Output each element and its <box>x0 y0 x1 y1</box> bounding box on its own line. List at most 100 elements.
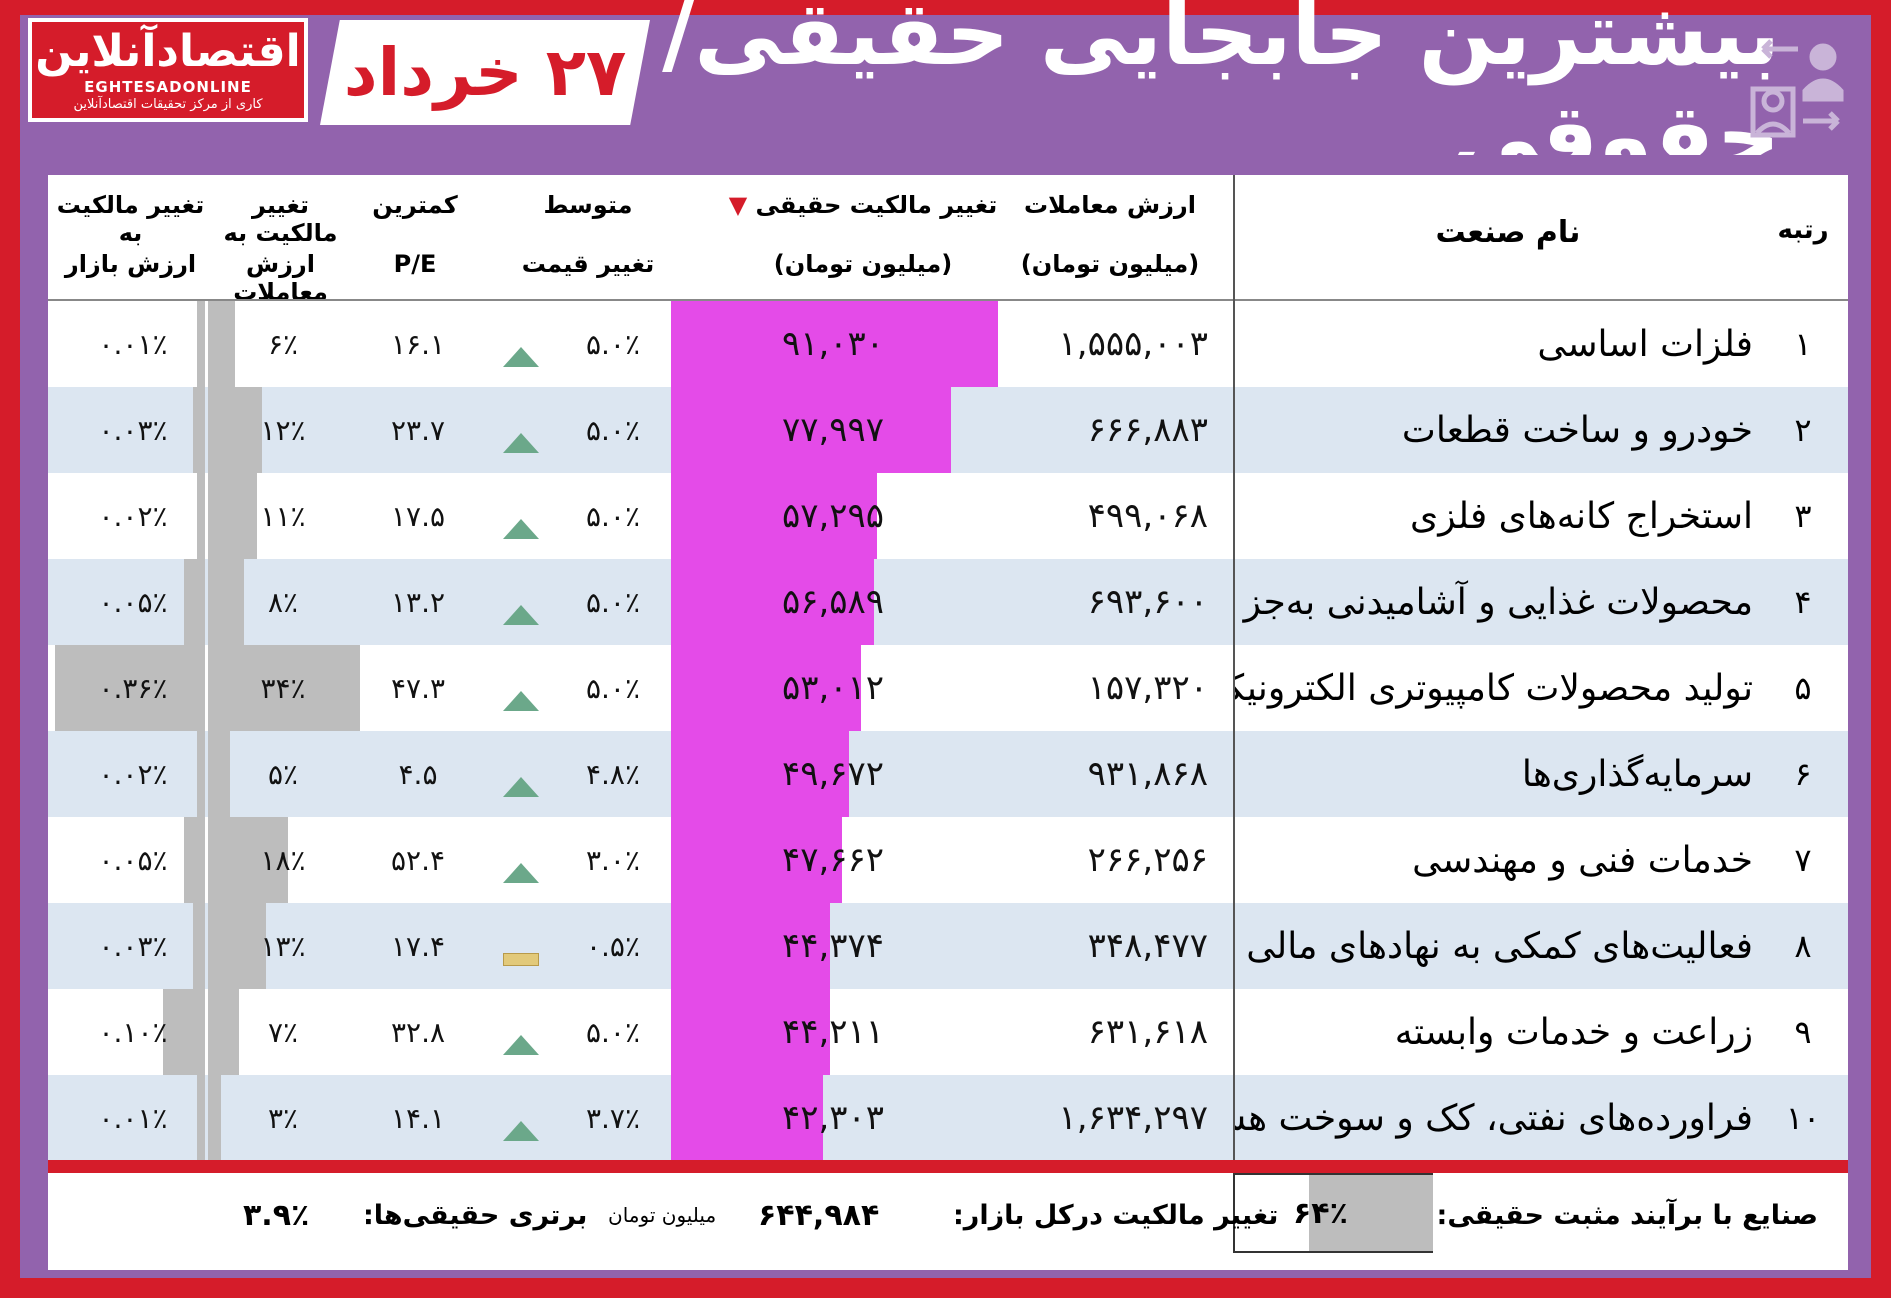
own-trade-value: ۱۳٪ <box>260 929 306 963</box>
summary-footer: صنایع با برآیند مثبت حقیقی: ۶۴٪ تغییر ما… <box>48 1173 1848 1270</box>
trend-flat-icon <box>503 953 539 966</box>
avg-price-value: ۰.۵٪ <box>585 929 641 963</box>
real-change-value: ۴۴,۲۱۱ <box>781 1012 885 1052</box>
avg-price-value: ۳.۷٪ <box>585 1101 641 1135</box>
industry-name: سرمایه‌گذاری‌ها <box>1521 753 1753 795</box>
trend-up-icon <box>503 347 539 367</box>
own-mkt-value: ۰.۰۳٪ <box>98 413 168 447</box>
col-avg-price: متوسط تغییر قیمت <box>521 191 655 278</box>
own-trade-bar <box>208 559 244 645</box>
own-trade-bar <box>208 731 231 817</box>
table-row: ۰.۰۵٪ ۱۸٪ ۵۲.۴ ۳.۰٪ ۴۷,۶۶۲ ۲۶۶,۲۵۶ خدمات فنی و… <box>48 817 1848 903</box>
own-mkt-bar <box>184 559 205 645</box>
rank-value: ۸ <box>1794 927 1812 965</box>
table-row: ۰.۰۳٪ ۱۲٪ ۲۳.۷ ۵.۰٪ ۷۷,۹۹۷ ۶۶۶,۸۸۳ خودرو و ساخ… <box>48 387 1848 473</box>
trade-value: ۱۵۷,۳۲۰ <box>1087 668 1208 708</box>
min-pe-value: ۱۳.۲ <box>390 585 446 619</box>
own-trade-value: ۷٪ <box>267 1015 299 1049</box>
own-mkt-bar <box>196 731 205 817</box>
own-mkt-value: ۰.۰۳٪ <box>98 929 168 963</box>
real-change-bar <box>671 731 850 817</box>
own-mkt-bar <box>197 301 205 387</box>
own-mkt-value: ۰.۰۱٪ <box>98 1101 168 1135</box>
trade-value: ۴۹۹,۰۶۸ <box>1087 496 1208 536</box>
avg-price-value: ۴.۸٪ <box>585 757 641 791</box>
real-change-bar <box>671 301 998 387</box>
logo-name: اقتصادآنلاین <box>35 26 301 77</box>
real-change-bar <box>671 989 830 1075</box>
own-trade-bar <box>208 301 235 387</box>
industry-name: فراورده‌های نفتی، کک و سوخت هسته‌ای <box>1233 1097 1753 1139</box>
col-min-pe: کمترین P/E <box>372 191 458 278</box>
industry-name: خودرو و ساخت قطعات <box>1401 409 1753 451</box>
real-change-value: ۹۱,۰۳۰ <box>781 324 885 364</box>
total-label: تغییر مالکیت درکل بازار: <box>953 1199 1279 1231</box>
advantage-label: برتری حقیقی‌ها: <box>363 1199 588 1231</box>
trade-value: ۱,۶۳۴,۲۹۷ <box>1058 1098 1208 1138</box>
industry-name: فلزات اساسی <box>1537 323 1753 365</box>
real-change-bar <box>671 645 862 731</box>
col-own-mkt: تغییر مالکیت به ارزش بازار <box>56 191 205 278</box>
own-trade-value: ۱۱٪ <box>260 499 306 533</box>
rank-value: ۱۰ <box>1785 1099 1821 1137</box>
real-change-bar <box>671 559 875 645</box>
min-pe-value: ۱۴.۱ <box>390 1101 446 1135</box>
table-row: ۰.۰۵٪ ۸٪ ۱۳.۲ ۵.۰٪ ۵۶,۵۸۹ ۶۹۳,۶۰۰ محصولات غذای… <box>48 559 1848 645</box>
header-divider <box>48 299 1848 301</box>
footer-divider <box>48 1160 1848 1173</box>
header-bar: اقتصادآنلاین EGHTESADONLINE کاری از مرکز… <box>20 0 1871 188</box>
total-value: ۶۴۴,۹۸۴ <box>758 1197 880 1233</box>
trade-value: ۹۳۱,۸۶۸ <box>1087 754 1208 794</box>
avg-price-value: ۵.۰٪ <box>585 499 641 533</box>
date-text: ۲۷ خرداد <box>343 34 627 111</box>
trade-value: ۶۹۳,۶۰۰ <box>1087 582 1208 622</box>
own-mkt-value: ۰.۰۵٪ <box>98 843 168 877</box>
trend-up-icon <box>503 691 539 711</box>
sort-desc-icon: ▼ <box>728 191 748 219</box>
trend-up-icon <box>503 605 539 625</box>
own-trade-value: ۵٪ <box>267 757 299 791</box>
positive-fill <box>1309 1175 1433 1251</box>
people-transfer-icon <box>1750 39 1844 138</box>
col-own-trade: تغییر مالکیت به ارزش معاملات <box>223 191 338 306</box>
column-divider <box>1233 175 1235 1162</box>
rank-value: ۳ <box>1794 497 1812 535</box>
min-pe-value: ۲۳.۷ <box>390 413 446 447</box>
table-row: ۰.۰۱٪ ۳٪ ۱۴.۱ ۳.۷٪ ۴۲,۳۰۳ ۱,۶۳۴,۲۹۷ فراورده‌ها… <box>48 1075 1848 1161</box>
min-pe-value: ۱۷.۵ <box>390 499 446 533</box>
real-change-bar <box>671 387 952 473</box>
data-table: تغییر مالکیت به ارزش بازار تغییر مالکیت … <box>48 175 1848 1270</box>
avg-price-value: ۵.۰٪ <box>585 413 641 447</box>
real-change-bar <box>671 903 831 989</box>
industry-name: زراعت و خدمات وابسته <box>1394 1011 1753 1053</box>
own-trade-value: ۳٪ <box>267 1101 299 1135</box>
own-trade-value: ۳۴٪ <box>260 671 306 705</box>
logo-tagline: کاری از مرکز تحقیقات اقتصادآنلاین <box>73 97 263 112</box>
trend-up-icon <box>503 777 539 797</box>
real-change-value: ۵۷,۲۹۵ <box>781 496 885 536</box>
trade-value: ۳۴۸,۴۷۷ <box>1087 926 1208 966</box>
real-change-bar <box>671 817 843 903</box>
own-mkt-value: ۰.۰۱٪ <box>98 327 168 361</box>
rank-value: ۴ <box>1794 583 1812 621</box>
own-mkt-bar <box>197 1075 205 1161</box>
trade-value: ۶۶۶,۸۸۳ <box>1087 410 1208 450</box>
min-pe-value: ۳۲.۸ <box>390 1015 446 1049</box>
rank-value: ۱ <box>1794 325 1812 363</box>
real-change-value: ۴۹,۶۷۲ <box>781 754 885 794</box>
table-row: ۰.۳۶٪ ۳۴٪ ۴۷.۳ ۵.۰٪ ۵۳,۰۱۲ ۱۵۷,۳۲۰ تولید محصول… <box>48 645 1848 731</box>
date-badge: ۲۷ خرداد <box>320 20 650 125</box>
industry-name: استخراج کانه‌های فلزی <box>1410 495 1753 537</box>
real-change-bar <box>671 1075 823 1161</box>
table-row: ۰.۰۱٪ ۶٪ ۱۶.۱ ۵.۰٪ ۹۱,۰۳۰ ۱,۵۵۵,۰۰۳ فلزات اساس… <box>48 301 1848 387</box>
total-unit: میلیون تومان <box>608 1203 717 1227</box>
rank-value: ۲ <box>1794 411 1812 449</box>
real-change-title: تغییر مالکیت حقیقی <box>755 191 998 219</box>
table-row: ۰.۰۲٪ ۱۱٪ ۱۷.۵ ۵.۰٪ ۵۷,۲۹۵ ۴۹۹,۰۶۸ استخراج کان… <box>48 473 1848 559</box>
col-trade-value: ارزش معاملات (میلیون تومان) <box>1020 191 1200 278</box>
trade-value: ۱,۵۵۵,۰۰۳ <box>1058 324 1208 364</box>
own-mkt-bar <box>184 817 205 903</box>
trend-up-icon <box>503 1035 539 1055</box>
trend-up-icon <box>503 863 539 883</box>
own-trade-bar <box>208 387 262 473</box>
